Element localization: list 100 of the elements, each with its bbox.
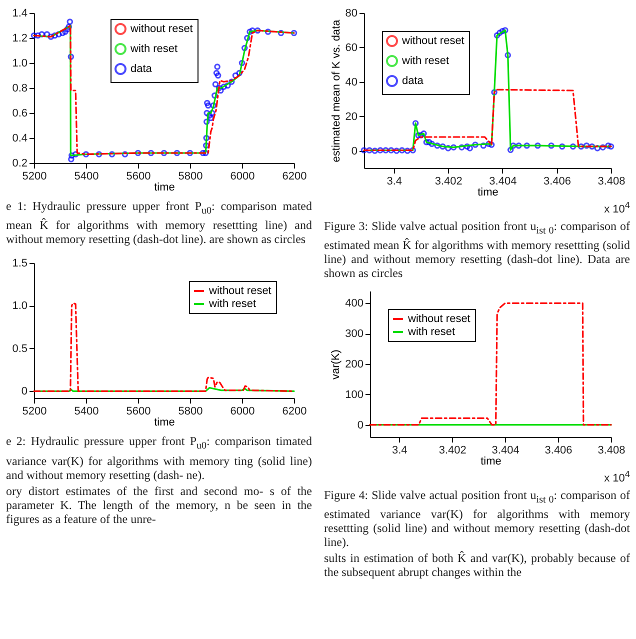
- point: [232, 72, 239, 79]
- y-tick-label: 40: [345, 76, 358, 88]
- text: sults in estimation of both K̂ and var(K), probably because of the subsequent abrupt changes within the: [324, 551, 630, 580]
- point: [244, 34, 250, 42]
- x-tick-label: 5800: [178, 170, 203, 182]
- x-tick-label: 3.402: [438, 444, 466, 457]
- point: [570, 143, 576, 150]
- y-tick-label: 400: [345, 298, 364, 310]
- x-tick-label: 3.406: [543, 176, 571, 188]
- point: [214, 72, 222, 79]
- x-axis-title: time: [154, 416, 175, 429]
- text: x 10$^{4}$: [603, 199, 630, 217]
- point: [534, 142, 541, 149]
- point: [160, 150, 168, 156]
- line-series: [363, 88, 612, 152]
- point: [559, 143, 566, 150]
- point: [491, 89, 498, 96]
- point: [428, 140, 435, 148]
- y-tick-label: 1.2: [12, 32, 28, 44]
- x-tick-label: 3.404: [492, 444, 520, 457]
- point: [218, 87, 224, 94]
- point: [608, 143, 614, 150]
- point: [496, 30, 503, 36]
- y-axis-title: estimated mean of K vs. data: [330, 18, 342, 162]
- point: [418, 132, 424, 138]
- point: [205, 102, 212, 109]
- point: [445, 145, 452, 152]
- point: [254, 27, 261, 34]
- point: [516, 142, 522, 149]
- point: [404, 148, 411, 154]
- point: [410, 147, 416, 154]
- point: [213, 70, 220, 76]
- point: [420, 130, 427, 137]
- point: [366, 147, 373, 154]
- point: [480, 142, 487, 149]
- point: [38, 31, 45, 38]
- point: [486, 140, 492, 148]
- point: [464, 143, 470, 150]
- point: [66, 24, 72, 30]
- point: [44, 31, 50, 38]
- y-tick-label: 80: [345, 8, 358, 20]
- point: [588, 143, 596, 150]
- point: [434, 142, 440, 149]
- text: ory distort estimates of the first and second mo- s of the parameter K. The length of the memory, n be seen in the figures as a feature of the unre-: [6, 484, 312, 526]
- point: [510, 142, 516, 149]
- legend-label: with reset: [407, 326, 456, 338]
- x-tick-label: 5200: [22, 406, 47, 418]
- legend-label: with reset: [401, 55, 450, 67]
- point: [68, 152, 75, 159]
- point: [200, 150, 206, 156]
- point: [507, 146, 514, 154]
- point: [504, 52, 511, 58]
- y-tick-label: 0.5: [12, 343, 28, 356]
- x-axis-title: time: [154, 182, 175, 194]
- point: [62, 28, 68, 35]
- point: [412, 120, 419, 126]
- point: [122, 151, 128, 158]
- point: [34, 32, 42, 39]
- legend-label: without reset: [130, 23, 193, 35]
- y-tick-label: 1.5: [12, 258, 28, 270]
- point: [186, 150, 194, 156]
- point: [548, 142, 554, 149]
- x-tick-label: 6200: [282, 170, 307, 182]
- point: [499, 28, 506, 34]
- point: [494, 32, 500, 39]
- point: [48, 34, 54, 40]
- x-tick-label: 3.408: [598, 444, 626, 457]
- y-tick-label: 0: [351, 145, 358, 158]
- point: [594, 145, 601, 152]
- point: [440, 143, 446, 150]
- point: [214, 64, 220, 70]
- y-tick-label: 0.8: [12, 82, 28, 94]
- legend-label: data: [402, 75, 424, 87]
- x-tick-label: 6200: [282, 406, 307, 418]
- y-tick-label: 1.0: [12, 300, 28, 313]
- x-tick-label: 5400: [74, 406, 99, 418]
- point: [423, 139, 430, 146]
- point: [241, 44, 248, 52]
- point: [600, 144, 606, 150]
- y-tick-label: 1.4: [12, 8, 28, 20]
- x-axis-title: time: [478, 186, 498, 198]
- legend-label: without reset: [407, 313, 470, 326]
- point: [466, 145, 473, 152]
- point: [472, 142, 478, 148]
- y-tick-label: 1.0: [12, 58, 28, 70]
- point: [220, 84, 227, 90]
- point: [148, 150, 154, 156]
- point: [202, 150, 209, 156]
- y-tick-label: 0.2: [12, 158, 28, 170]
- x-tick-label: 5600: [126, 170, 151, 182]
- point: [68, 54, 74, 60]
- point: [382, 147, 389, 154]
- point: [204, 100, 210, 106]
- point: [290, 30, 298, 36]
- point: [82, 151, 90, 158]
- point: [216, 84, 222, 92]
- x-tick-label: 3.4: [386, 176, 402, 188]
- x-tick-label: 5400: [74, 170, 99, 182]
- point: [203, 134, 210, 142]
- x-tick-label: 6000: [230, 170, 255, 182]
